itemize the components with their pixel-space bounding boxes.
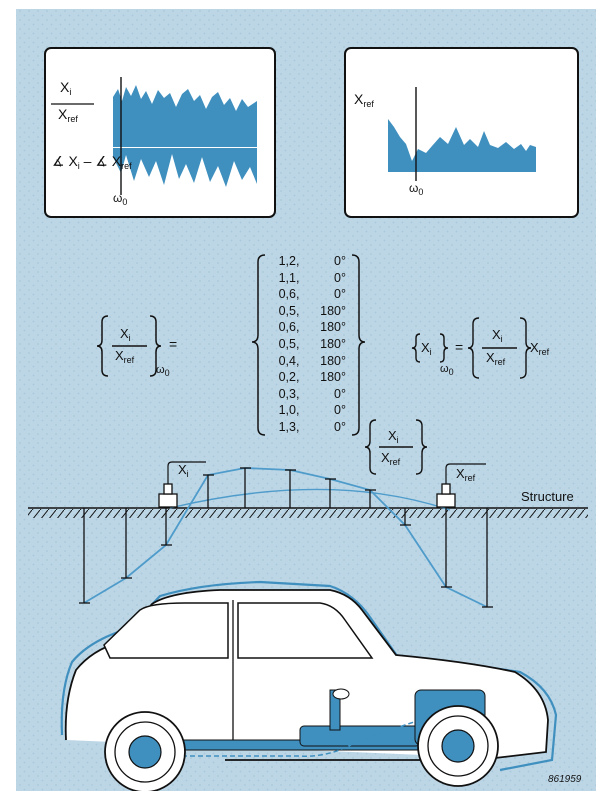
matrix-row-phase: 180°	[320, 337, 346, 351]
rear-wheel	[104, 711, 186, 791]
matrix-row-separator: ,	[296, 287, 300, 302]
matrix-row-magnitude: 1,3	[278, 420, 296, 434]
frf-omega-label: ω0	[113, 191, 128, 207]
eq-right-lhs: Xi	[421, 340, 432, 357]
matrix-row: 1,2, 0°	[266, 254, 346, 268]
matrix-row-phase: 0°	[334, 386, 346, 401]
matrix-row-phase: 0°	[334, 403, 346, 418]
matrix-row-phase: 0°	[334, 287, 346, 302]
matrix-row-magnitude: 0,4	[278, 353, 296, 368]
matrix-row-separator: ,	[296, 370, 300, 385]
matrix-row-separator: ,	[296, 270, 300, 285]
undeformed-arc	[169, 488, 451, 511]
matrix-row-magnitude: 0,6	[278, 287, 296, 302]
frf-phase-label: ∡ Xi – ∡ Xref	[52, 153, 132, 171]
matrix-row-phase: 180°	[320, 303, 346, 318]
matrix-row: 1,3, 0°	[266, 420, 346, 434]
frf-panel: Xi Xref ∡ Xi – ∡ Xref ω0	[44, 47, 276, 218]
sensor-xref	[436, 463, 486, 508]
front-wheel	[417, 705, 499, 787]
car-front-window	[237, 602, 374, 659]
matrix-braces	[251, 254, 366, 436]
matrix-row-magnitude: 0,5	[278, 303, 296, 318]
matrix-row-separator: ,	[296, 254, 300, 268]
matrix-row-magnitude: 1,0	[278, 403, 296, 418]
matrix-row-phase: 0°	[334, 270, 346, 285]
mode-label-braces	[364, 419, 428, 475]
matrix-row-magnitude: 0,5	[278, 337, 296, 351]
eq-right-rhs: Xref	[530, 340, 550, 357]
frf-plot	[51, 77, 257, 195]
matrix-row-separator: ,	[296, 303, 300, 318]
structure-label: Structure	[521, 489, 574, 504]
eq-right-denominator: Xref	[486, 350, 506, 367]
mode-label-numerator: Xi	[388, 428, 399, 445]
matrix-row-phase: 180°	[320, 353, 346, 368]
figure-number: 861959	[548, 774, 582, 785]
equation-right-braces	[411, 317, 532, 379]
matrix-row-magnitude: 1,2	[278, 254, 296, 268]
matrix-row: 1,1, 0°	[266, 271, 346, 285]
sensor-xi-label: Xi	[178, 462, 189, 479]
matrix-row-phase: 180°	[320, 370, 346, 385]
matrix-row-phase: 180°	[320, 320, 346, 335]
sensor-xref-label: Xref	[456, 466, 476, 483]
matrix-row-separator: ,	[296, 353, 300, 368]
frf-ratio-numerator: Xi	[60, 79, 72, 97]
exhaust-pipe	[150, 719, 421, 757]
eq-left-denominator: Xref	[115, 348, 135, 365]
eq-left-numerator: Xi	[120, 326, 131, 343]
car-deformed-outline	[60, 580, 558, 772]
reference-spectrum-omega: ω0	[409, 181, 424, 197]
reference-spectrum-panel: Xref ω0	[344, 47, 579, 218]
eq-right-numerator: Xi	[492, 327, 503, 344]
mode-label-denominator: Xref	[381, 450, 401, 467]
matrix-row-separator: ,	[296, 403, 300, 418]
matrix-row-separator: ,	[296, 337, 300, 351]
car-rear-window	[103, 602, 229, 659]
matrix-row: 0,5, 180°	[266, 304, 346, 318]
frf-ratio-denominator: Xref	[58, 106, 78, 124]
eq-left-equals: =	[169, 336, 178, 352]
displacement-markers	[79, 467, 493, 608]
matrix-row-phase: 0°	[334, 254, 346, 268]
matrix-row: 1,0, 0°	[266, 403, 346, 417]
matrix-row-magnitude: 1,1	[278, 270, 296, 285]
matrix-row-magnitude: 0,6	[278, 320, 296, 335]
eq-right-equals: =	[455, 339, 464, 355]
reference-spectrum-plot	[388, 87, 536, 181]
matrix-row-separator: ,	[296, 420, 300, 434]
eq-left-omega: ω0	[156, 364, 170, 378]
matrix-row: 0,4, 180°	[266, 354, 346, 368]
matrix-row-magnitude: 0,3	[278, 386, 296, 401]
matrix-row: 0,3, 0°	[266, 387, 346, 401]
reference-spectrum-ylabel: Xref	[354, 91, 374, 109]
matrix-row: 0,6, 180°	[266, 320, 346, 334]
matrix-row-separator: ,	[296, 386, 300, 401]
sensor-xi	[158, 461, 206, 508]
structure-ground	[28, 507, 588, 518]
matrix-row: 0,6, 0°	[266, 287, 346, 301]
eq-right-omega: ω0	[440, 363, 454, 377]
matrix-row-magnitude: 0,2	[278, 370, 296, 385]
matrix-row: 0,5, 180°	[266, 337, 346, 351]
equation-left-braces	[96, 315, 162, 377]
matrix-row: 0,2, 180°	[266, 370, 346, 384]
matrix-row-phase: 0°	[334, 420, 346, 434]
matrix-row-separator: ,	[296, 320, 300, 335]
mode-shape-matrix: 1,2, 0° 1,1, 0° 0,6, 0° 0,5, 180° 0,6, 180° 0,5, 18…	[266, 254, 356, 439]
